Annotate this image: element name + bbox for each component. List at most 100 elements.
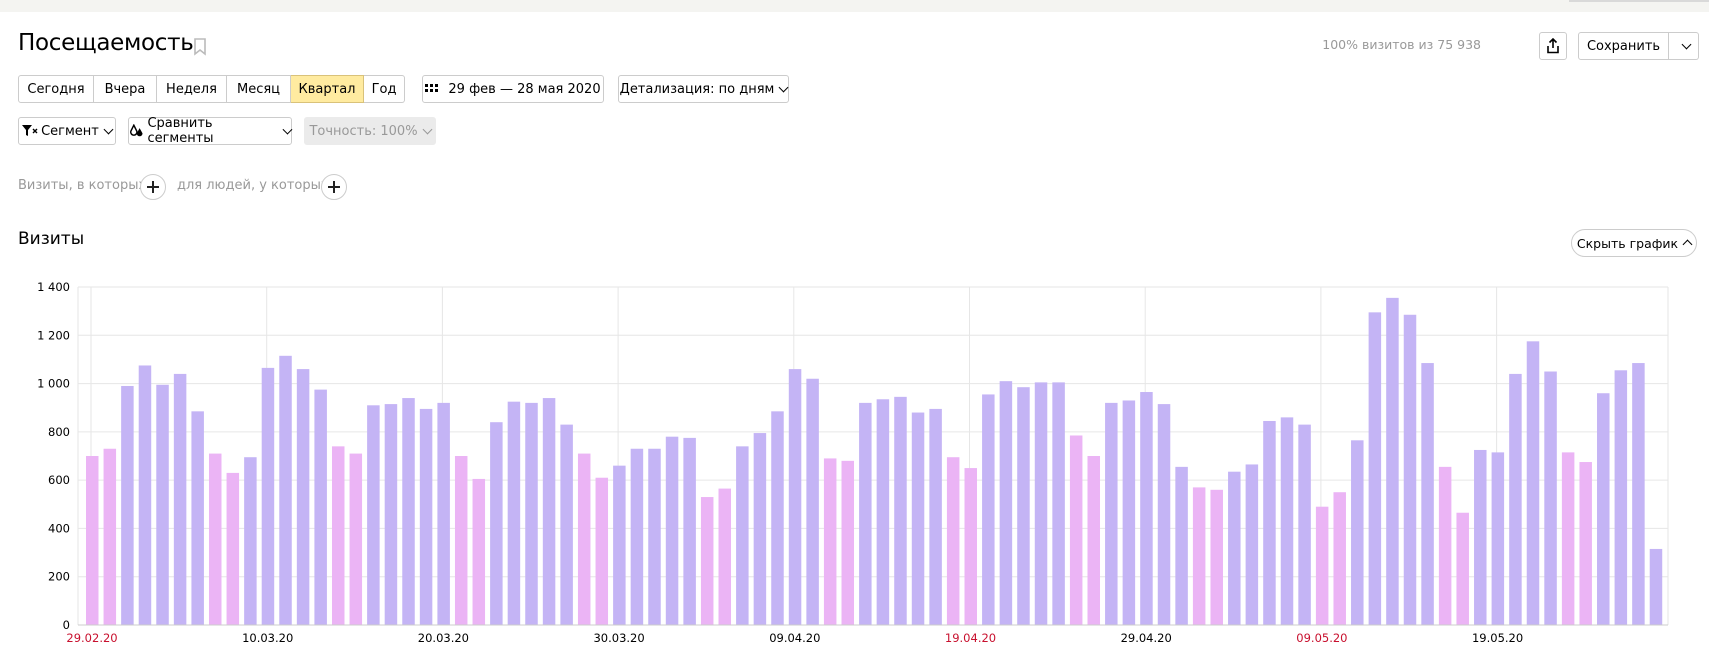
save-menu-button[interactable] (1669, 32, 1699, 60)
bar[interactable] (1403, 314, 1417, 625)
bar[interactable] (946, 457, 960, 625)
bar[interactable] (244, 457, 257, 625)
bar[interactable] (490, 422, 503, 625)
bar[interactable] (1632, 363, 1645, 625)
bar[interactable] (1140, 392, 1153, 625)
bar[interactable] (1368, 312, 1382, 625)
bar[interactable] (1245, 464, 1259, 625)
bar[interactable] (788, 369, 802, 625)
bar[interactable] (208, 453, 222, 625)
bar[interactable] (859, 402, 872, 625)
bookmark-icon[interactable] (193, 38, 207, 56)
bar[interactable] (700, 497, 714, 625)
bar[interactable] (402, 398, 415, 625)
bar[interactable] (683, 437, 696, 625)
bar[interactable] (1122, 400, 1136, 625)
bar[interactable] (472, 478, 486, 625)
bar[interactable] (1175, 466, 1188, 625)
bar[interactable] (349, 453, 363, 625)
bar[interactable] (1280, 417, 1294, 625)
bar[interactable] (1315, 506, 1329, 625)
bar[interactable] (507, 401, 521, 625)
bar[interactable] (331, 446, 345, 625)
date-range-button[interactable]: 29 фев — 28 мая 2020 (422, 75, 604, 103)
bar[interactable] (1298, 424, 1311, 625)
bar[interactable] (982, 394, 995, 625)
bar[interactable] (613, 465, 626, 625)
bar[interactable] (1386, 297, 1399, 625)
bar[interactable] (1526, 341, 1540, 625)
bar[interactable] (419, 408, 433, 625)
detail-button[interactable]: Детализация: по дням (618, 75, 789, 103)
bar[interactable] (1456, 512, 1469, 625)
bar[interactable] (191, 411, 204, 625)
bar[interactable] (1017, 387, 1030, 625)
add-visit-condition-button[interactable] (140, 174, 166, 200)
bar[interactable] (823, 458, 837, 625)
bar[interactable] (173, 373, 187, 625)
bar[interactable] (86, 456, 99, 625)
bar[interactable] (138, 365, 152, 625)
bar[interactable] (1438, 466, 1452, 625)
bar[interactable] (577, 453, 591, 625)
bar[interactable] (1069, 435, 1083, 625)
bar[interactable] (1263, 420, 1276, 625)
bar[interactable] (999, 381, 1013, 625)
bar[interactable] (771, 411, 784, 625)
bar[interactable] (384, 404, 398, 625)
bar[interactable] (1491, 452, 1505, 625)
bar[interactable] (894, 396, 907, 625)
bar[interactable] (648, 448, 661, 625)
bar[interactable] (595, 477, 609, 625)
add-people-condition-button[interactable] (321, 174, 347, 200)
bar[interactable] (1544, 371, 1557, 626)
bar[interactable] (1052, 382, 1065, 625)
bar[interactable] (296, 369, 310, 625)
bar[interactable] (1105, 402, 1118, 625)
hide-chart-button[interactable]: Скрыть график (1571, 229, 1697, 257)
bar[interactable] (437, 402, 450, 625)
compare-segments-button[interactable]: Сравнить сегменты (128, 116, 293, 146)
bar[interactable] (1210, 489, 1223, 625)
bar[interactable] (226, 472, 240, 625)
bar[interactable] (261, 367, 275, 625)
bar[interactable] (841, 460, 855, 625)
bar[interactable] (876, 399, 890, 625)
bar[interactable] (542, 398, 556, 625)
bar[interactable] (1034, 382, 1048, 625)
period-button[interactable]: Неделя (157, 75, 227, 103)
bar[interactable] (1579, 462, 1592, 625)
bar[interactable] (1157, 404, 1171, 625)
bar[interactable] (1509, 373, 1522, 625)
bar[interactable] (1597, 393, 1610, 625)
bar[interactable] (718, 488, 732, 625)
bar[interactable] (103, 448, 117, 625)
bar[interactable] (753, 433, 767, 625)
bar[interactable] (560, 424, 573, 625)
bar[interactable] (911, 412, 925, 625)
period-button[interactable]: Квартал (291, 75, 364, 103)
bar[interactable] (1614, 370, 1628, 625)
bar[interactable] (314, 389, 327, 625)
bar[interactable] (454, 456, 468, 625)
bar[interactable] (121, 385, 134, 625)
segment-button[interactable]: Сегмент (18, 117, 116, 145)
period-button[interactable]: Год (364, 75, 405, 103)
bar[interactable] (1649, 548, 1663, 625)
bar[interactable] (964, 468, 978, 625)
bar[interactable] (1228, 471, 1241, 625)
period-button[interactable]: Вчера (94, 75, 157, 103)
bar[interactable] (1333, 492, 1346, 625)
bar[interactable] (525, 402, 538, 625)
bar[interactable] (736, 446, 749, 625)
save-button[interactable]: Сохранить (1578, 32, 1669, 60)
bar[interactable] (1561, 452, 1575, 625)
bar[interactable] (156, 384, 169, 625)
bar[interactable] (806, 378, 819, 625)
bar[interactable] (279, 355, 292, 625)
bar[interactable] (1192, 487, 1206, 625)
period-button[interactable]: Сегодня (18, 75, 94, 103)
bar[interactable] (929, 408, 942, 625)
bar[interactable] (1087, 456, 1100, 625)
share-button[interactable] (1539, 32, 1567, 60)
